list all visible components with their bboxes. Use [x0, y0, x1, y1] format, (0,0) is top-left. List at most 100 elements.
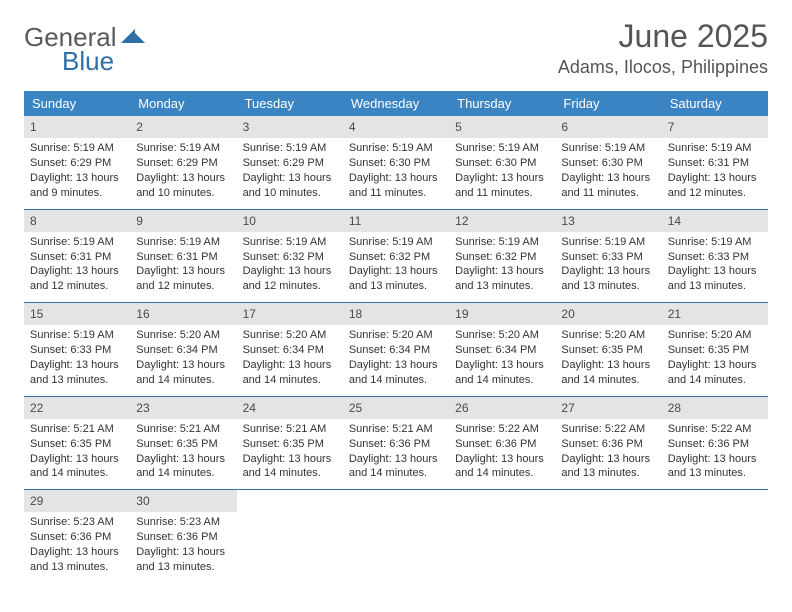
title-block: June 2025 Adams, Ilocos, Philippines — [558, 18, 768, 78]
empty-cell — [662, 490, 768, 583]
daylight-text: Daylight: 13 hours and 14 minutes. — [136, 452, 230, 482]
week-row: 29 Sunrise: 5:23 AMSunset: 6:36 PMDayligh… — [24, 490, 768, 583]
sunrise-text: Sunrise: 5:19 AM — [561, 141, 655, 156]
sunset-text: Sunset: 6:31 PM — [136, 250, 230, 265]
daylight-text: Daylight: 13 hours and 13 minutes. — [561, 264, 655, 294]
sunrise-text: Sunrise: 5:20 AM — [668, 328, 762, 343]
sunrise-text: Sunrise: 5:19 AM — [136, 141, 230, 156]
weekday-header: Saturday — [662, 91, 768, 116]
sunrise-text: Sunrise: 5:19 AM — [668, 141, 762, 156]
day-number: 26 — [449, 397, 555, 419]
daylight-text: Daylight: 13 hours and 9 minutes. — [30, 171, 124, 201]
sunrise-text: Sunrise: 5:19 AM — [243, 141, 337, 156]
day-cell: 27Sunrise: 5:22 AMSunset: 6:36 PMDayligh… — [555, 397, 661, 490]
sunset-text: Sunset: 6:36 PM — [561, 437, 655, 452]
day-cell: 14Sunrise: 5:19 AMSunset: 6:33 PMDayligh… — [662, 210, 768, 303]
day-number: 22 — [24, 397, 130, 419]
sunset-text: Sunset: 6:32 PM — [349, 250, 443, 265]
sunset-text: Sunset: 6:29 PM — [136, 156, 230, 171]
daylight-text: Daylight: 13 hours and 14 minutes. — [243, 452, 337, 482]
day-number: 19 — [449, 303, 555, 325]
daylight-text: Daylight: 13 hours and 10 minutes. — [243, 171, 337, 201]
sunset-text: Sunset: 6:33 PM — [30, 343, 124, 358]
day-number: 10 — [237, 210, 343, 232]
sunset-text: Sunset: 6:33 PM — [561, 250, 655, 265]
day-number: 13 — [555, 210, 661, 232]
day-number: 7 — [662, 116, 768, 138]
daylight-text: Daylight: 13 hours and 13 minutes. — [136, 545, 230, 575]
week-row: 22Sunrise: 5:21 AMSunset: 6:35 PMDayligh… — [24, 397, 768, 491]
sunset-text: Sunset: 6:35 PM — [243, 437, 337, 452]
sunset-text: Sunset: 6:32 PM — [455, 250, 549, 265]
day-cell: 28Sunrise: 5:22 AMSunset: 6:36 PMDayligh… — [662, 397, 768, 490]
daylight-text: Daylight: 13 hours and 12 minutes. — [30, 264, 124, 294]
day-cell: 23Sunrise: 5:21 AMSunset: 6:35 PMDayligh… — [130, 397, 236, 490]
day-number: 3 — [237, 116, 343, 138]
empty-cell — [343, 490, 449, 583]
sunrise-text: Sunrise: 5:21 AM — [243, 422, 337, 437]
sunrise-text: Sunrise: 5:19 AM — [455, 141, 549, 156]
day-cell: 9Sunrise: 5:19 AMSunset: 6:31 PMDaylight… — [130, 210, 236, 303]
week-row: 1Sunrise: 5:19 AMSunset: 6:29 PMDaylight… — [24, 116, 768, 210]
day-number: 28 — [662, 397, 768, 419]
sunrise-text: Sunrise: 5:23 AM — [136, 515, 230, 530]
sunset-text: Sunset: 6:29 PM — [30, 156, 124, 171]
sunrise-text: Sunrise: 5:22 AM — [561, 422, 655, 437]
day-cell: 22Sunrise: 5:21 AMSunset: 6:35 PMDayligh… — [24, 397, 130, 490]
daylight-text: Daylight: 13 hours and 14 minutes. — [243, 358, 337, 388]
sunset-text: Sunset: 6:35 PM — [668, 343, 762, 358]
day-cell: 8Sunrise: 5:19 AMSunset: 6:31 PMDaylight… — [24, 210, 130, 303]
location-text: Adams, Ilocos, Philippines — [558, 57, 768, 78]
sunrise-text: Sunrise: 5:20 AM — [349, 328, 443, 343]
day-number: 30 — [130, 490, 236, 512]
day-number: 24 — [237, 397, 343, 419]
sunset-text: Sunset: 6:35 PM — [561, 343, 655, 358]
sunset-text: Sunset: 6:36 PM — [455, 437, 549, 452]
sunrise-text: Sunrise: 5:20 AM — [455, 328, 549, 343]
daylight-text: Daylight: 13 hours and 12 minutes. — [243, 264, 337, 294]
empty-cell — [555, 490, 661, 583]
day-number: 27 — [555, 397, 661, 419]
sunrise-text: Sunrise: 5:20 AM — [243, 328, 337, 343]
daylight-text: Daylight: 13 hours and 14 minutes. — [136, 358, 230, 388]
day-number: 5 — [449, 116, 555, 138]
day-cell: 4Sunrise: 5:19 AMSunset: 6:30 PMDaylight… — [343, 116, 449, 209]
sunset-text: Sunset: 6:36 PM — [136, 530, 230, 545]
sunset-text: Sunset: 6:30 PM — [455, 156, 549, 171]
weeks-container: 1Sunrise: 5:19 AMSunset: 6:29 PMDaylight… — [24, 116, 768, 583]
daylight-text: Daylight: 13 hours and 14 minutes. — [30, 452, 124, 482]
daylight-text: Daylight: 13 hours and 11 minutes. — [561, 171, 655, 201]
day-number: 14 — [662, 210, 768, 232]
day-number: 2 — [130, 116, 236, 138]
day-number: 1 — [24, 116, 130, 138]
day-cell: 26Sunrise: 5:22 AMSunset: 6:36 PMDayligh… — [449, 397, 555, 490]
daylight-text: Daylight: 13 hours and 11 minutes. — [349, 171, 443, 201]
sunset-text: Sunset: 6:33 PM — [668, 250, 762, 265]
weekday-header: Thursday — [449, 91, 555, 116]
day-cell: 16Sunrise: 5:20 AMSunset: 6:34 PMDayligh… — [130, 303, 236, 396]
sunrise-text: Sunrise: 5:19 AM — [30, 328, 124, 343]
day-cell: 6Sunrise: 5:19 AMSunset: 6:30 PMDaylight… — [555, 116, 661, 209]
sunrise-text: Sunrise: 5:20 AM — [561, 328, 655, 343]
daylight-text: Daylight: 13 hours and 10 minutes. — [136, 171, 230, 201]
daylight-text: Daylight: 13 hours and 13 minutes. — [455, 264, 549, 294]
day-cell: 30 Sunrise: 5:23 AMSunset: 6:36 PMDayligh… — [130, 490, 236, 583]
day-cell: 19Sunrise: 5:20 AMSunset: 6:34 PMDayligh… — [449, 303, 555, 396]
month-title: June 2025 — [558, 18, 768, 55]
daylight-text: Daylight: 13 hours and 14 minutes. — [561, 358, 655, 388]
sunrise-text: Sunrise: 5:19 AM — [455, 235, 549, 250]
sunrise-text: Sunrise: 5:21 AM — [136, 422, 230, 437]
day-cell: 18Sunrise: 5:20 AMSunset: 6:34 PMDayligh… — [343, 303, 449, 396]
day-cell: 7Sunrise: 5:19 AMSunset: 6:31 PMDaylight… — [662, 116, 768, 209]
day-number: 12 — [449, 210, 555, 232]
day-number: 4 — [343, 116, 449, 138]
week-row: 15 Sunrise: 5:19 AMSunset: 6:33 PM Dayligh… — [24, 303, 768, 397]
day-number: 15 — [24, 303, 130, 325]
sunset-text: Sunset: 6:34 PM — [136, 343, 230, 358]
day-number: 29 — [24, 490, 130, 512]
logo-mark-icon — [121, 27, 147, 50]
weekday-header: Wednesday — [343, 91, 449, 116]
day-cell: 29Sunrise: 5:23 AMSunset: 6:36 PMDayligh… — [24, 490, 130, 583]
day-number: 11 — [343, 210, 449, 232]
sunset-text: Sunset: 6:35 PM — [30, 437, 124, 452]
